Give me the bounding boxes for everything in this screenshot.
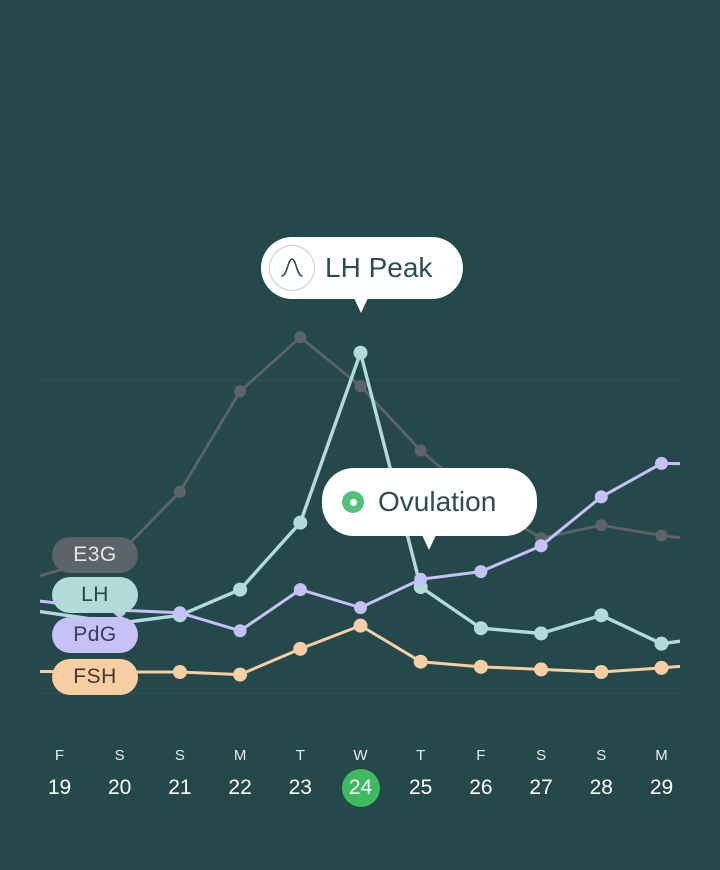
lh-peak-label: LH Peak (325, 252, 433, 283)
day-column[interactable]: F 26 (456, 745, 506, 807)
day-letter: T (295, 747, 305, 764)
data-point-pdg[interactable] (414, 572, 428, 586)
day-column[interactable]: M 22 (215, 745, 265, 807)
data-point-fsh[interactable] (233, 667, 248, 682)
day-column[interactable]: S 20 (95, 745, 145, 807)
day-number[interactable]: 20 (108, 776, 132, 799)
ovulation-callout[interactable]: Ovulation (322, 468, 537, 550)
data-point-lh[interactable] (353, 345, 368, 360)
data-point-e3g[interactable] (354, 380, 367, 393)
legend-e3g[interactable]: E3G (52, 537, 138, 573)
data-point-pdg[interactable] (173, 606, 187, 620)
day-column[interactable]: S 27 (516, 745, 566, 807)
data-point-pdg[interactable] (534, 539, 548, 553)
data-point-fsh[interactable] (293, 641, 308, 656)
day-letter: F (54, 747, 65, 764)
data-point-lh[interactable] (534, 626, 549, 641)
day-number[interactable]: 26 (469, 776, 493, 799)
legend-lh[interactable]: LH (52, 577, 138, 613)
day-number[interactable]: 27 (529, 776, 553, 799)
data-point-e3g[interactable] (294, 331, 307, 344)
data-point-lh[interactable] (594, 608, 609, 623)
day-letter: S (596, 747, 607, 764)
data-point-lh[interactable] (654, 636, 669, 651)
day-letter: S (174, 747, 185, 764)
data-point-lh[interactable] (473, 621, 488, 636)
day-column[interactable]: W 24 (336, 745, 386, 807)
day-letter: M (233, 747, 247, 764)
legend-pdg[interactable]: PdG (52, 617, 138, 653)
data-point-pdg[interactable] (233, 624, 247, 638)
data-point-pdg[interactable] (474, 565, 488, 579)
day-number[interactable]: 25 (409, 776, 433, 799)
day-number[interactable]: 19 (47, 776, 72, 799)
ovulation-label: Ovulation (378, 486, 497, 517)
day-letter: W (353, 747, 368, 764)
series-line-pdg (40, 461, 680, 633)
day-letter: F (476, 747, 486, 764)
data-point-fsh[interactable] (413, 654, 428, 669)
legend-fsh[interactable]: FSH (52, 659, 138, 695)
data-point-lh[interactable] (233, 582, 248, 597)
data-point-fsh[interactable] (534, 662, 549, 677)
day-column[interactable]: T 23 (275, 745, 325, 807)
data-point-pdg[interactable] (594, 490, 608, 504)
data-point-e3g[interactable] (234, 385, 247, 398)
data-point-pdg[interactable] (293, 583, 307, 597)
ovulation-dot-icon (342, 491, 364, 513)
data-point-fsh[interactable] (353, 618, 368, 633)
day-letter: S (536, 747, 547, 764)
day-number[interactable]: 28 (589, 776, 613, 799)
data-point-fsh[interactable] (594, 665, 609, 679)
data-point-pdg[interactable] (655, 456, 668, 470)
peak-curve-icon (269, 245, 315, 291)
data-point-fsh[interactable] (654, 660, 669, 675)
data-point-lh[interactable] (293, 515, 308, 530)
day-column[interactable]: S 21 (155, 745, 205, 807)
data-point-e3g[interactable] (655, 529, 668, 542)
data-point-e3g[interactable] (173, 485, 186, 498)
data-point-e3g[interactable] (595, 519, 608, 532)
day-number[interactable]: 23 (288, 776, 312, 799)
day-number[interactable]: 22 (228, 776, 252, 799)
series-line-e3g (40, 335, 680, 578)
day-column[interactable]: T 25 (396, 745, 446, 807)
lh-peak-callout[interactable]: LH Peak (261, 237, 463, 313)
day-column[interactable]: S 28 (576, 745, 626, 807)
data-point-pdg[interactable] (354, 601, 367, 615)
day-number[interactable]: 29 (649, 776, 674, 799)
day-column[interactable]: M 29 (637, 745, 687, 807)
data-point-e3g[interactable] (414, 444, 427, 457)
day-letter: M (655, 747, 668, 764)
series-line-fsh (40, 624, 680, 677)
data-point-fsh[interactable] (172, 665, 187, 679)
selected-day-number[interactable]: 24 (341, 769, 380, 807)
day-number[interactable]: 21 (168, 776, 192, 799)
data-point-fsh[interactable] (473, 659, 488, 674)
day-letter: T (416, 747, 426, 764)
day-letter: S (114, 747, 125, 764)
day-column[interactable]: F 19 (35, 745, 85, 807)
